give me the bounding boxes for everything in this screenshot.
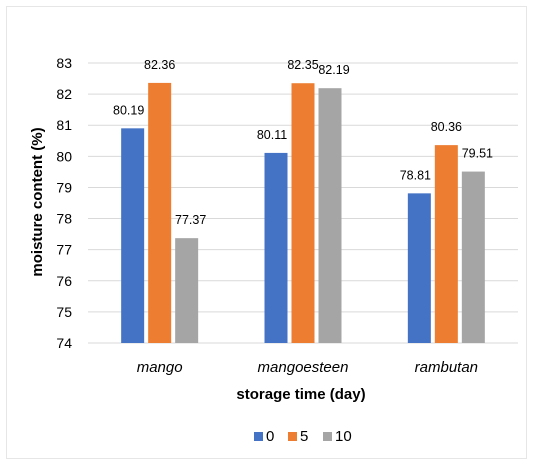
data-label: 79.51 [462,147,493,161]
y-tick-label: 82 [56,86,72,102]
x-category-label: rambutan [415,359,478,376]
y-tick-label: 81 [56,117,72,133]
y-axis-title: moisture content (%) [29,127,46,276]
x-category-labels: mango mangoesteen rambutan [137,359,478,376]
y-tick-label: 76 [56,273,72,289]
data-label: 82.35 [287,58,318,72]
x-category-label: mangoesteen [258,359,349,376]
legend-label: 10 [335,428,352,445]
y-tick-labels: 74 75 76 77 78 79 80 81 82 83 [56,55,72,351]
bar [121,128,145,343]
data-label: 78.81 [400,168,431,182]
legend-swatch [288,432,297,441]
data-label: 80.36 [431,120,462,134]
x-axis-title: storage time (day) [236,386,365,403]
data-label: 82.19 [318,63,349,77]
bar [407,193,431,343]
y-tick-label: 83 [56,55,72,71]
y-tick-label: 77 [56,242,72,258]
legend-swatch [254,432,263,441]
bar [175,238,199,343]
bars [121,82,485,344]
bar [318,88,342,343]
legend-swatch [323,432,332,441]
legend-label: 0 [266,428,274,445]
data-label: 80.11 [257,128,287,142]
data-labels: 80.19 82.36 77.37 80.11 82.35 82.19 78.81 80.36… [113,58,493,227]
x-category-label: mango [137,359,183,376]
bar [264,152,288,343]
bar [148,82,172,344]
legend-label: 5 [300,428,308,445]
bar [461,171,485,343]
y-tick-label: 74 [56,335,72,351]
data-label: 80.19 [113,103,144,117]
y-tick-label: 79 [56,179,72,195]
data-label: 82.36 [144,58,175,72]
bar [434,145,458,343]
y-tick-label: 78 [56,211,72,227]
y-tick-label: 75 [56,304,72,320]
legend: 0 5 10 [254,428,352,445]
data-label: 77.37 [175,213,206,227]
y-tick-label: 80 [56,148,72,164]
bar [291,83,315,343]
